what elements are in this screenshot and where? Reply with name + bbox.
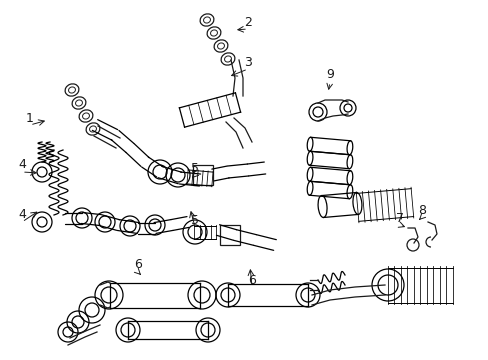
Text: 6: 6 xyxy=(134,258,142,271)
Text: 5: 5 xyxy=(191,162,199,175)
Text: 4: 4 xyxy=(18,208,26,221)
Text: 2: 2 xyxy=(244,15,251,28)
Text: 6: 6 xyxy=(247,274,255,287)
Text: 9: 9 xyxy=(325,68,333,81)
Text: 4: 4 xyxy=(18,158,26,171)
Text: 7: 7 xyxy=(395,211,403,225)
Text: 1: 1 xyxy=(26,112,34,125)
Text: 8: 8 xyxy=(417,203,425,216)
Text: 5: 5 xyxy=(191,213,199,226)
Text: 3: 3 xyxy=(244,55,251,68)
